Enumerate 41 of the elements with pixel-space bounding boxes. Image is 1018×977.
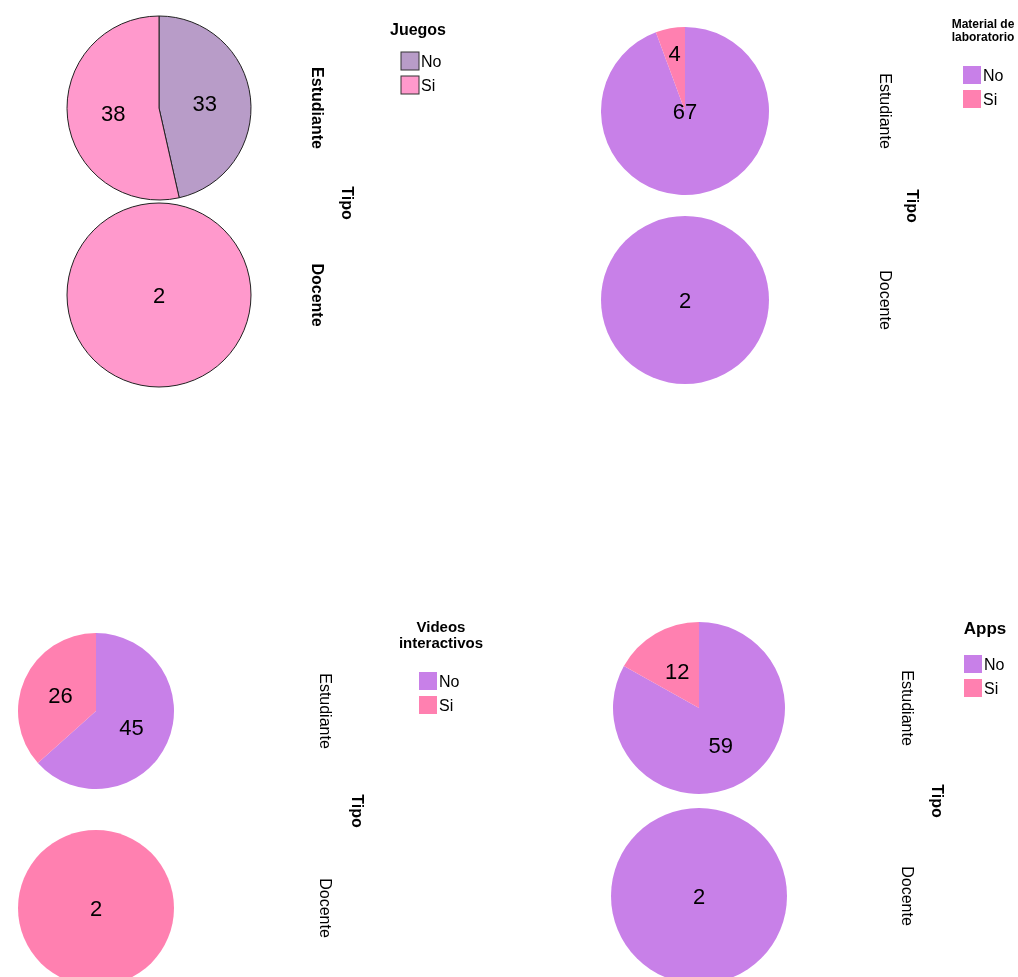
- legend-label: No: [421, 52, 442, 70]
- text: Estudiante: [309, 67, 327, 149]
- pie-slice: [613, 622, 785, 794]
- legend-title: Apps: [963, 619, 1007, 638]
- legend-title: Material de laboratorio: [951, 17, 1015, 44]
- legend-label: No: [439, 672, 460, 690]
- legend-label: No: [983, 66, 1004, 84]
- legend-label: Si: [983, 90, 998, 108]
- data-label: 12: [664, 658, 690, 684]
- data-label: 38: [101, 100, 126, 126]
- data-label: 2: [692, 883, 706, 909]
- data-label: 2: [152, 282, 166, 308]
- text: Tipo: [339, 186, 357, 220]
- legend-title: Videos interactivos: [398, 618, 484, 651]
- text: Tipo: [904, 189, 922, 223]
- pie-slice: [601, 27, 769, 195]
- data-label: 59: [708, 732, 734, 758]
- text: Docente: [317, 878, 335, 938]
- data-label: 33: [192, 90, 217, 116]
- text: Estudiante: [899, 670, 917, 746]
- pie-slice: [18, 633, 96, 764]
- legend-label: Si: [439, 696, 454, 714]
- text: Docente: [309, 263, 327, 327]
- text: Docente: [877, 270, 895, 330]
- pie-slice: [37, 633, 174, 789]
- text: Tipo: [349, 794, 367, 828]
- pie-slice: [623, 622, 699, 708]
- text: Estudiante: [877, 73, 895, 149]
- text: Docente: [899, 866, 917, 926]
- data-label: 67: [672, 98, 698, 124]
- legend-label: Si: [421, 76, 436, 94]
- legend-title: Juegos: [389, 21, 447, 38]
- legend-label: No: [984, 655, 1005, 673]
- data-label: 26: [48, 682, 73, 708]
- data-label: 2: [678, 287, 692, 313]
- data-label: 2: [89, 895, 103, 921]
- data-label: 4: [668, 40, 681, 66]
- data-label: 45: [119, 714, 144, 740]
- text: Tipo: [929, 784, 947, 818]
- legend-label: Si: [984, 679, 999, 697]
- text: Estudiante: [317, 673, 335, 749]
